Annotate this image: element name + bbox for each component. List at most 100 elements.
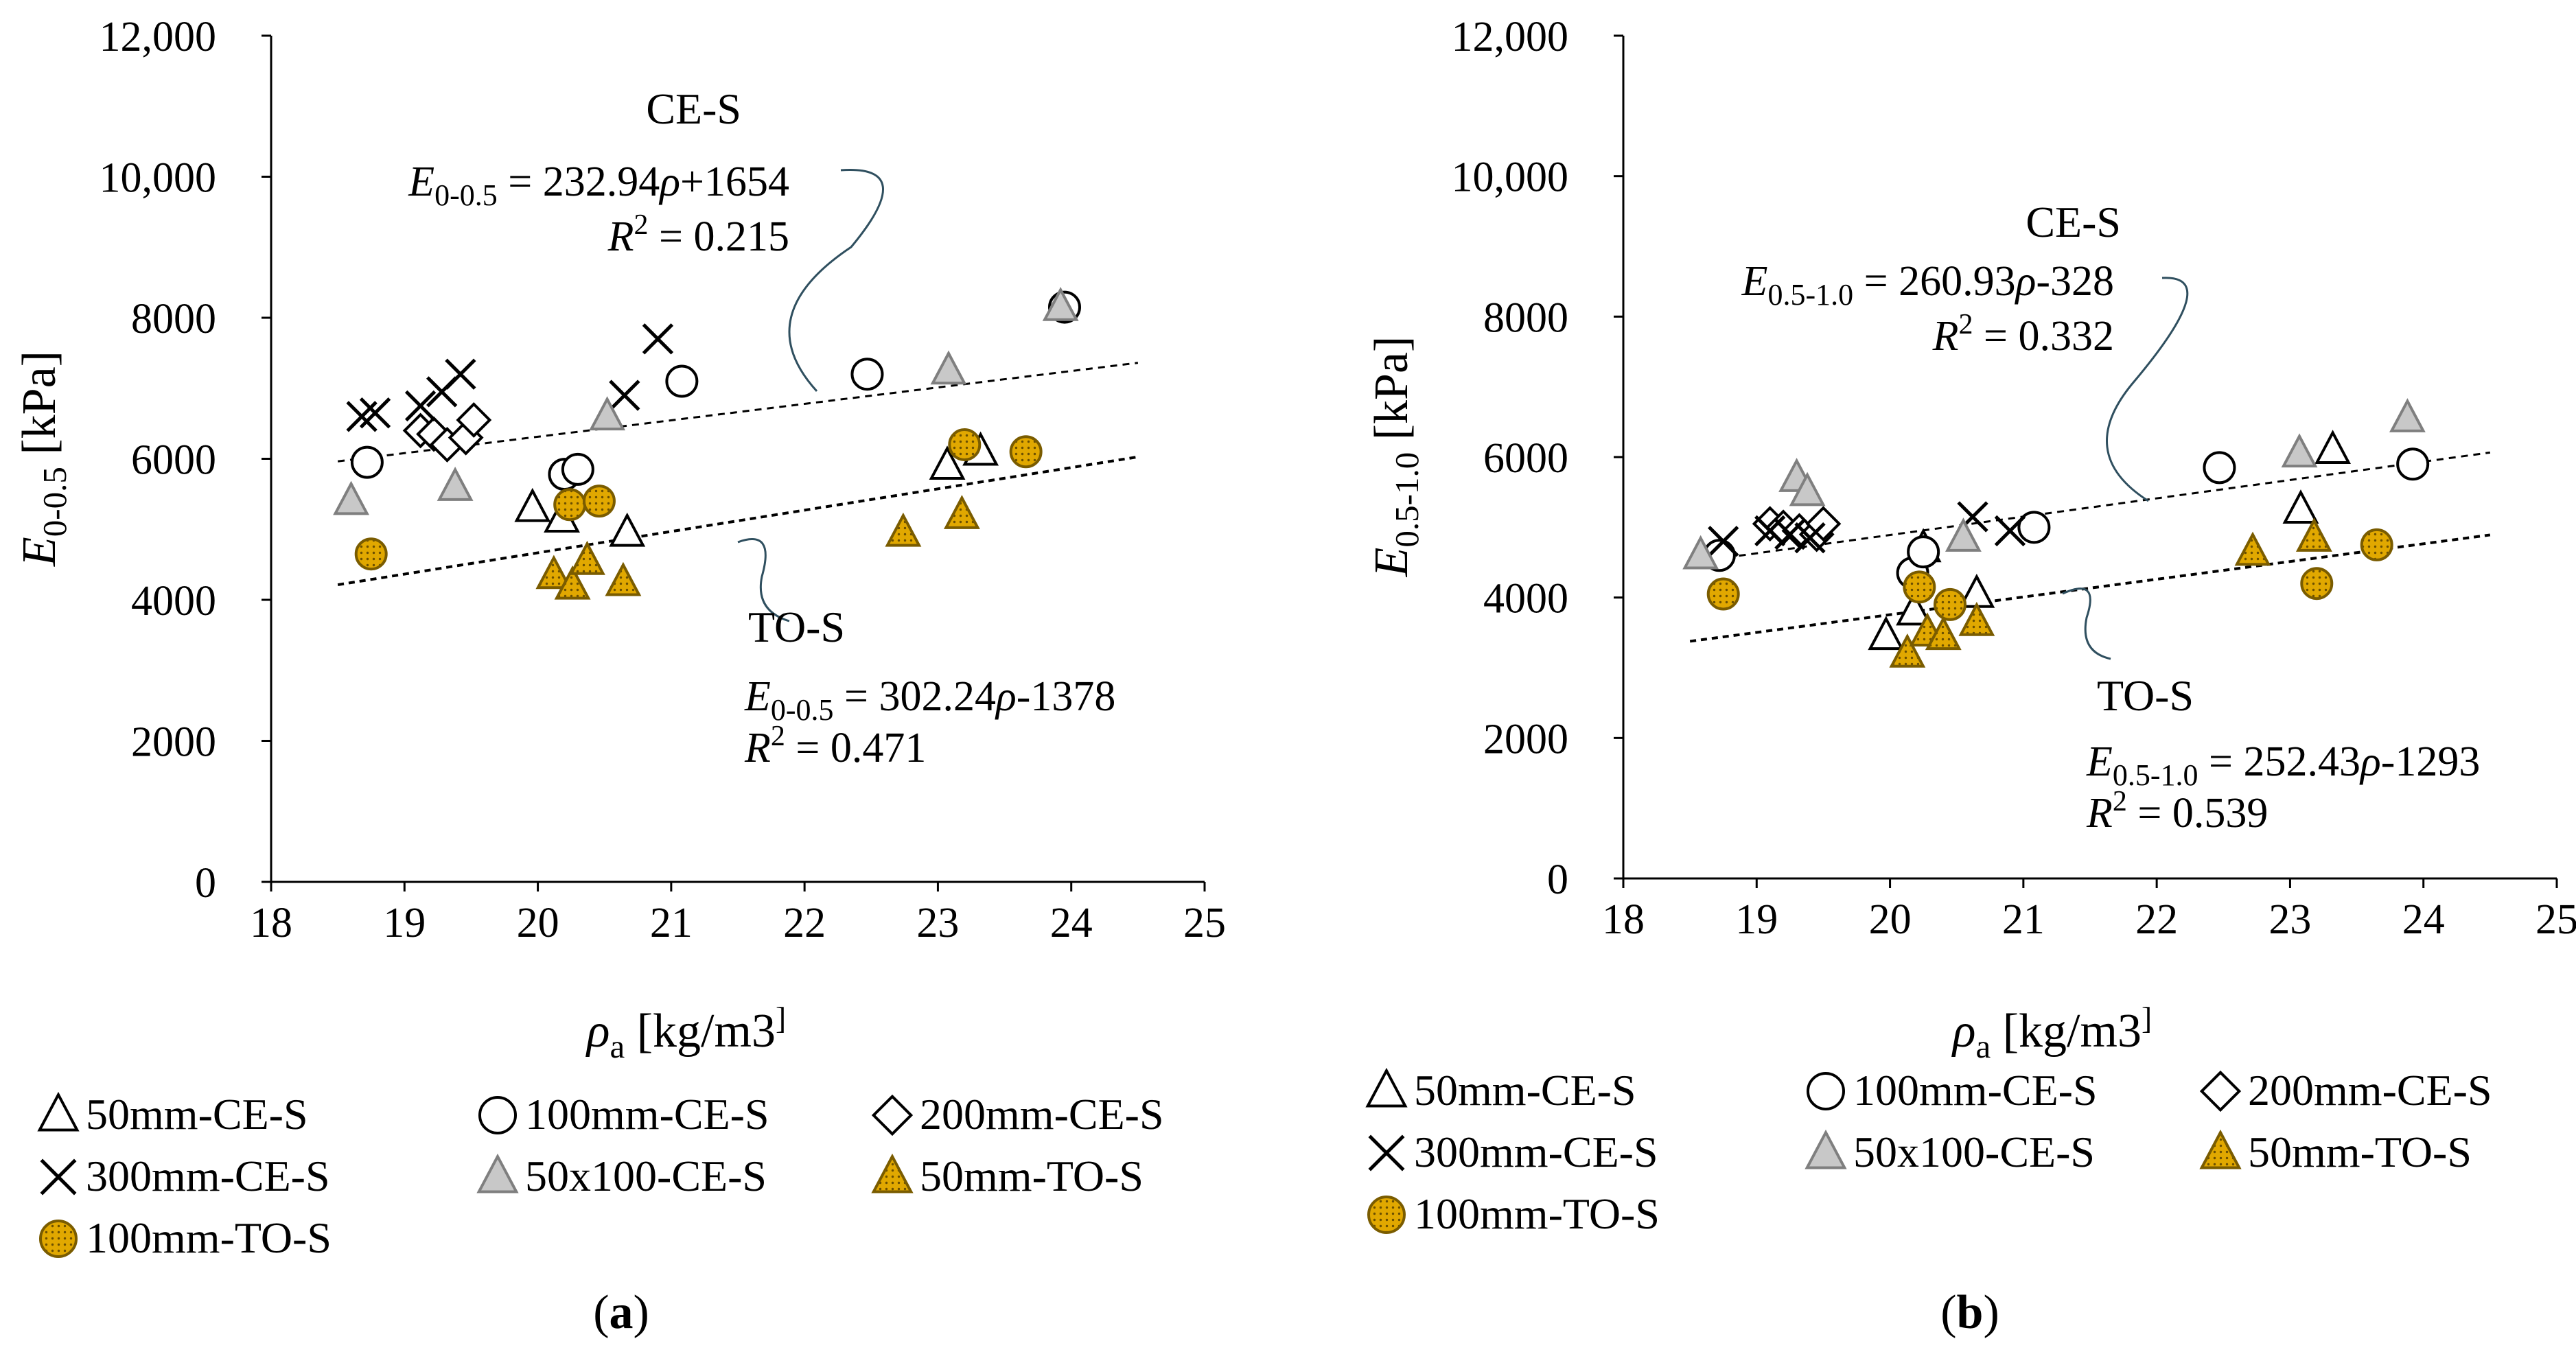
equation-variable: ρ <box>2015 258 2037 305</box>
x-tick-label: 20 <box>517 900 559 946</box>
trendline-equation: E0-0.5 = 302.24ρ-1378 <box>744 673 1115 727</box>
panel-label-close: ) <box>1983 1286 1999 1339</box>
data-point-300mm-ce-s <box>642 323 674 355</box>
legend-item: 300mm-CE-S <box>40 1152 330 1200</box>
trendline-r2: R2 = 0.471 <box>744 721 926 771</box>
data-point-50mm-ce-s <box>1868 616 1905 651</box>
legend: 50mm-CE-S 100mm-CE-S 200mm-CE-S 300mm-CE-S 5… <box>1365 1066 2492 1238</box>
equation-intercept: -1293 <box>2381 738 2481 785</box>
data-point-100mm-to-s <box>948 428 982 461</box>
legend-label: 100mm-TO-S <box>86 1213 332 1262</box>
data-point-50mm-to-s <box>554 565 591 600</box>
data-point-50mm-to-s <box>569 540 605 575</box>
x-tick-label: 19 <box>1735 896 1778 943</box>
equation-variable: ρ <box>658 159 680 205</box>
legend-label: 50x100-CE-S <box>1853 1128 2095 1176</box>
legend-marker <box>871 1094 914 1137</box>
data-point-50x100-ce-s <box>2281 433 2318 468</box>
equation-variable: ρ <box>995 673 1017 720</box>
legend-item: 300mm-CE-S <box>1368 1128 1658 1176</box>
data-point-50mm-ce-s <box>2314 430 2352 464</box>
data-point-50mm-to-s <box>2234 531 2271 566</box>
x-label-unit-end: 3 <box>752 1005 776 1058</box>
equation-slope: = 232.94 <box>498 159 660 205</box>
y-tick-label: 2000 <box>1483 716 1568 762</box>
panel-label-letter: b <box>1957 1286 1984 1339</box>
data-point-100mm-to-s <box>354 537 388 571</box>
r2-superscript: 2 <box>1959 309 1973 340</box>
data-point-100mm-to-s <box>1706 577 1740 611</box>
legend-item: 200mm-CE-S <box>871 1090 1164 1139</box>
data-point-300mm-ce-s <box>1994 515 2026 547</box>
equation-subscript: 0.5-1.0 <box>1767 278 1853 312</box>
data-point-200mm-ce-s <box>456 402 492 438</box>
data-point-100mm-ce-s <box>2396 447 2430 481</box>
panel-label-open: ( <box>593 1286 609 1339</box>
data-point-50mm-to-s <box>1889 633 1926 668</box>
legend-label: 100mm-CE-S <box>525 1090 769 1139</box>
legend-marker <box>1807 1072 1845 1110</box>
x-tick-label: 21 <box>2002 896 2045 943</box>
trendline-group-label: CE-S <box>646 84 741 133</box>
data-point-50x100-ce-s <box>1945 517 1982 552</box>
data-point-300mm-ce-s <box>1708 526 1739 557</box>
data-point-50mm-to-s <box>2295 517 2332 552</box>
panel-label: (b) <box>1940 1286 1999 1339</box>
r2-value: = 0.471 <box>785 725 926 771</box>
data-point-50mm-to-s <box>605 561 642 596</box>
legend-marker <box>1368 1134 1405 1172</box>
data-point-50mm-to-s <box>885 512 922 547</box>
y-tick-label: 6000 <box>131 437 216 484</box>
trendline-equation: E0.5-1.0 = 252.43ρ-1293 <box>2086 738 2480 792</box>
data-point-50x100-ce-s <box>2389 398 2426 432</box>
x-label-unit-end: 3 <box>2117 1005 2142 1058</box>
x-label-symbol: ρ <box>585 1005 610 1058</box>
legend-label: 200mm-CE-S <box>2248 1066 2492 1115</box>
data-point-50mm-to-s <box>535 555 572 590</box>
trendline-group-label: CE-S <box>2026 198 2121 246</box>
trendline-to-s <box>337 455 1139 587</box>
data-point-100mm-ce-s <box>850 358 884 391</box>
r2-symbol: R <box>607 213 634 260</box>
panel-label-letter: a <box>610 1286 634 1339</box>
x-label-superscript: ] <box>2142 1001 2152 1036</box>
y-tick-label: 8000 <box>131 296 216 342</box>
x-tick-label: 24 <box>1050 900 1093 946</box>
x-label-unit: [kg/m <box>625 1005 752 1058</box>
equation-intercept: -328 <box>2036 258 2114 305</box>
r2-superscript: 2 <box>2113 786 2127 817</box>
data-point-300mm-ce-s <box>1794 522 1826 554</box>
y-tick-label: 10,000 <box>1452 154 1569 201</box>
equation-variable: ρ <box>2359 738 2381 785</box>
data-point-100mm-ce-s <box>350 445 384 479</box>
x-tick-label: 24 <box>2402 896 2445 943</box>
r2-symbol: R <box>2086 790 2113 837</box>
legend-marker <box>478 1096 517 1134</box>
x-tick-label: 18 <box>250 900 292 946</box>
data-point-100mm-ce-s <box>2203 451 2236 485</box>
legend-item: 100mm-CE-S <box>1807 1066 2098 1115</box>
x-tick-label: 20 <box>1869 896 1912 943</box>
y-tick-label: 6000 <box>1483 435 1568 482</box>
y-tick-label: 4000 <box>1483 576 1568 622</box>
r2-superscript: 2 <box>771 721 785 752</box>
y-tick-label: 12,000 <box>1452 14 1569 60</box>
legend-label: 100mm-TO-S <box>1414 1189 1660 1238</box>
y-tick-label: 0 <box>195 860 216 907</box>
trendline-to-s <box>1689 533 2491 643</box>
x-tick-label: 23 <box>2268 896 2311 943</box>
y-tick-label: 12,000 <box>100 14 217 60</box>
trendline-ce-s <box>1689 451 2491 564</box>
equation-lhs: E <box>1741 258 1768 305</box>
y-axis-label-text: E0-0.5 [kPa] <box>13 351 73 567</box>
r2-value: = 0.215 <box>649 213 789 260</box>
legend-item: 100mm-TO-S <box>1367 1189 1660 1238</box>
equation-subscript: 0-0.5 <box>771 693 834 727</box>
equation-subscript: 0-0.5 <box>434 178 498 212</box>
data-point-50x100-ce-s <box>589 396 626 431</box>
data-point-50x100-ce-s <box>1042 287 1079 321</box>
trendline-r2: R2 = 0.539 <box>2086 786 2268 837</box>
x-label-superscript: ] <box>776 1001 786 1036</box>
data-point-300mm-ce-s <box>1754 515 1786 547</box>
